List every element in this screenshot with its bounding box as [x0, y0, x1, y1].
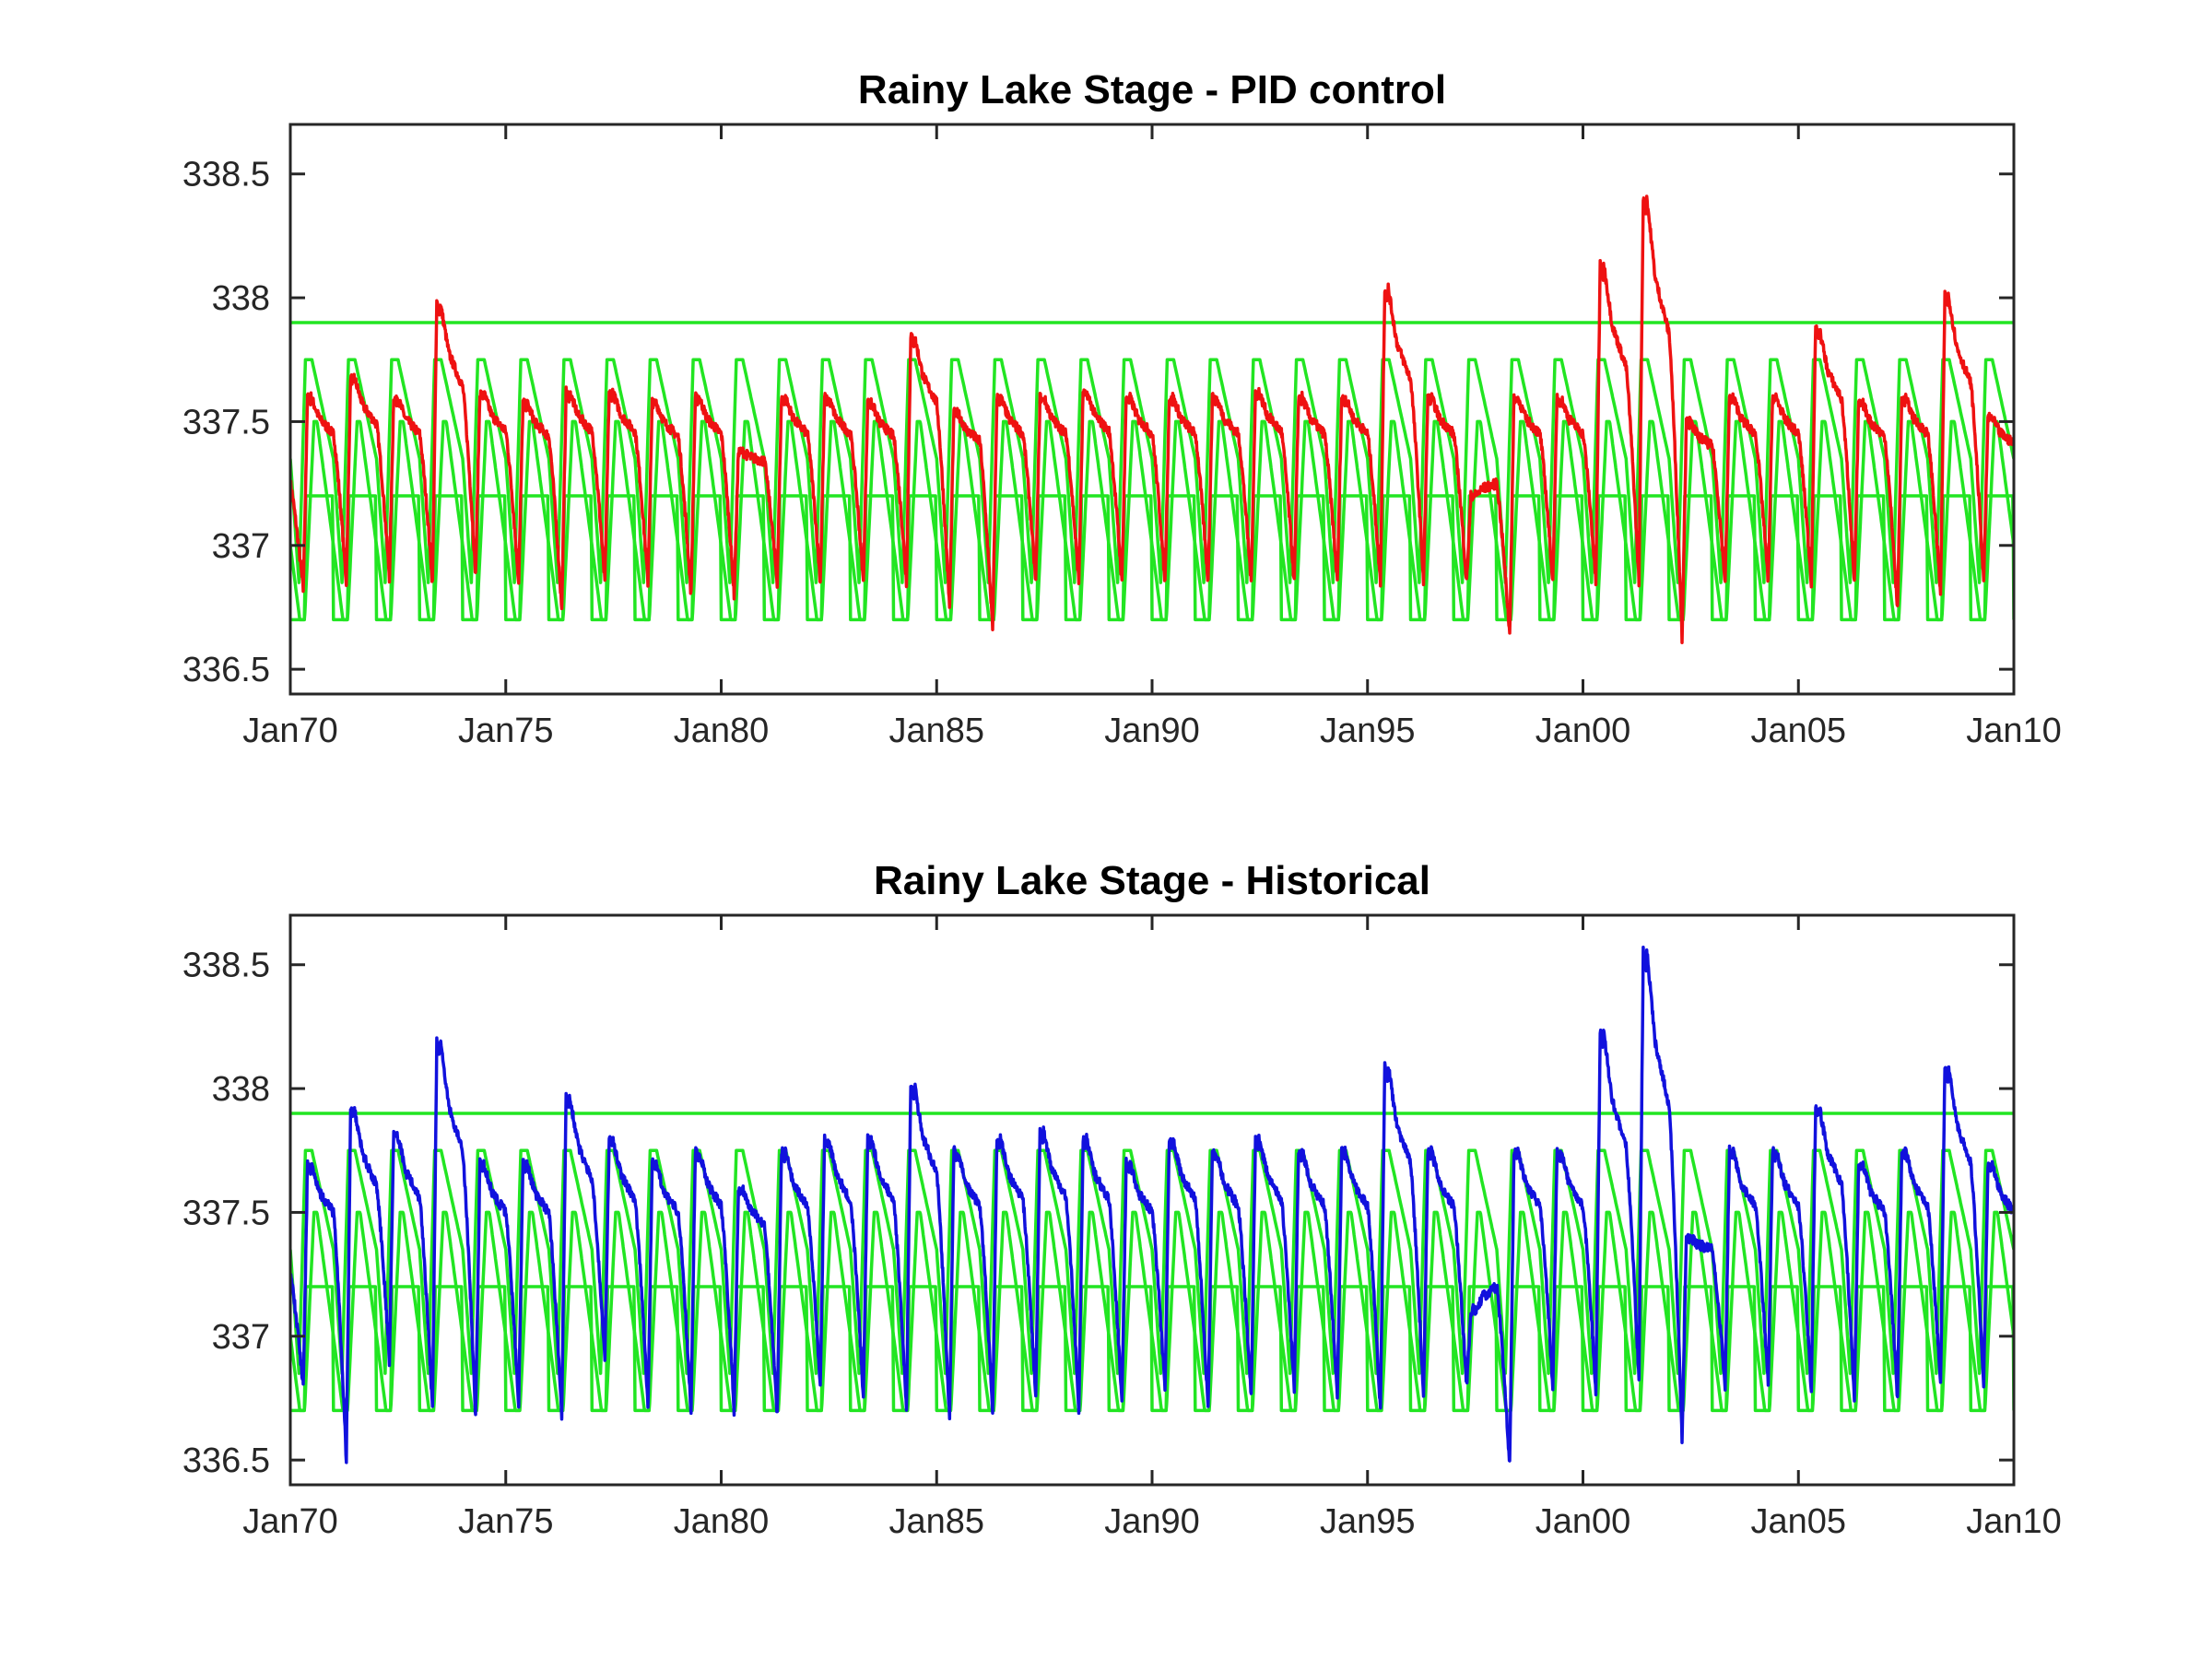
y-tick-label: 338 [212, 279, 270, 318]
x-tick-label: Jan85 [888, 712, 984, 750]
y-axis: 338.5 338 337.5 337 336.5 [182, 947, 270, 1480]
plot-area [288, 123, 2016, 696]
chart-historical: Rainy Lake Stage - Historical Jan70 Jan7… [182, 858, 2062, 1541]
x-tick-label: Jan00 [1535, 712, 1631, 750]
chart-pid-control: Rainy Lake Stage - PID control Jan70 Jan… [182, 67, 2062, 750]
x-axis: Jan70 Jan75 Jan80 Jan85 Jan90 Jan95 Jan0… [242, 1502, 2062, 1541]
y-tick-label: 336.5 [182, 651, 270, 689]
series-layer [290, 945, 2014, 1465]
x-tick-label: Jan80 [674, 1502, 770, 1541]
x-tick-label: Jan05 [1750, 712, 1846, 750]
x-tick-label: Jan00 [1535, 1502, 1631, 1541]
x-tick-label: Jan85 [888, 1502, 984, 1541]
y-tick-label: 337 [212, 1318, 270, 1357]
y-tick-label: 337.5 [182, 403, 270, 441]
rule-curve-upper [290, 1148, 2014, 1375]
chart-title: Rainy Lake Stage - PID control [858, 67, 1446, 112]
y-tick-label: 337 [212, 527, 270, 566]
plot-area [288, 913, 2016, 1487]
x-tick-label: Jan90 [1104, 712, 1200, 750]
y-axis: 338.5 338 337.5 337 336.5 [182, 156, 270, 689]
x-tick-label: Jan75 [458, 712, 554, 750]
y-tick-label: 338.5 [182, 947, 270, 985]
rule-curve-upper [290, 358, 2014, 584]
y-tick-label: 338.5 [182, 156, 270, 194]
x-tick-label: Jan75 [458, 1502, 554, 1541]
x-axis: Jan70 Jan75 Jan80 Jan85 Jan90 Jan95 Jan0… [242, 712, 2062, 750]
rule-curve-lower [290, 494, 2014, 622]
series-line [290, 945, 2014, 1465]
x-tick-label: Jan05 [1750, 1502, 1846, 1541]
x-tick-label: Jan10 [1966, 712, 2062, 750]
x-tick-label: Jan90 [1104, 1502, 1200, 1541]
x-tick-label: Jan70 [242, 712, 338, 750]
x-tick-label: Jan70 [242, 1502, 338, 1541]
x-tick-label: Jan95 [1320, 1502, 1416, 1541]
y-tick-label: 336.5 [182, 1441, 270, 1480]
chart-title: Rainy Lake Stage - Historical [874, 858, 1430, 903]
series-line [290, 194, 2014, 644]
rule-curve-lower [290, 1285, 2014, 1413]
x-tick-label: Jan10 [1966, 1502, 2062, 1541]
x-tick-label: Jan80 [674, 712, 770, 750]
series-layer [290, 194, 2014, 644]
y-tick-label: 338 [212, 1070, 270, 1109]
y-tick-label: 337.5 [182, 1194, 270, 1232]
x-tick-label: Jan95 [1320, 712, 1416, 750]
